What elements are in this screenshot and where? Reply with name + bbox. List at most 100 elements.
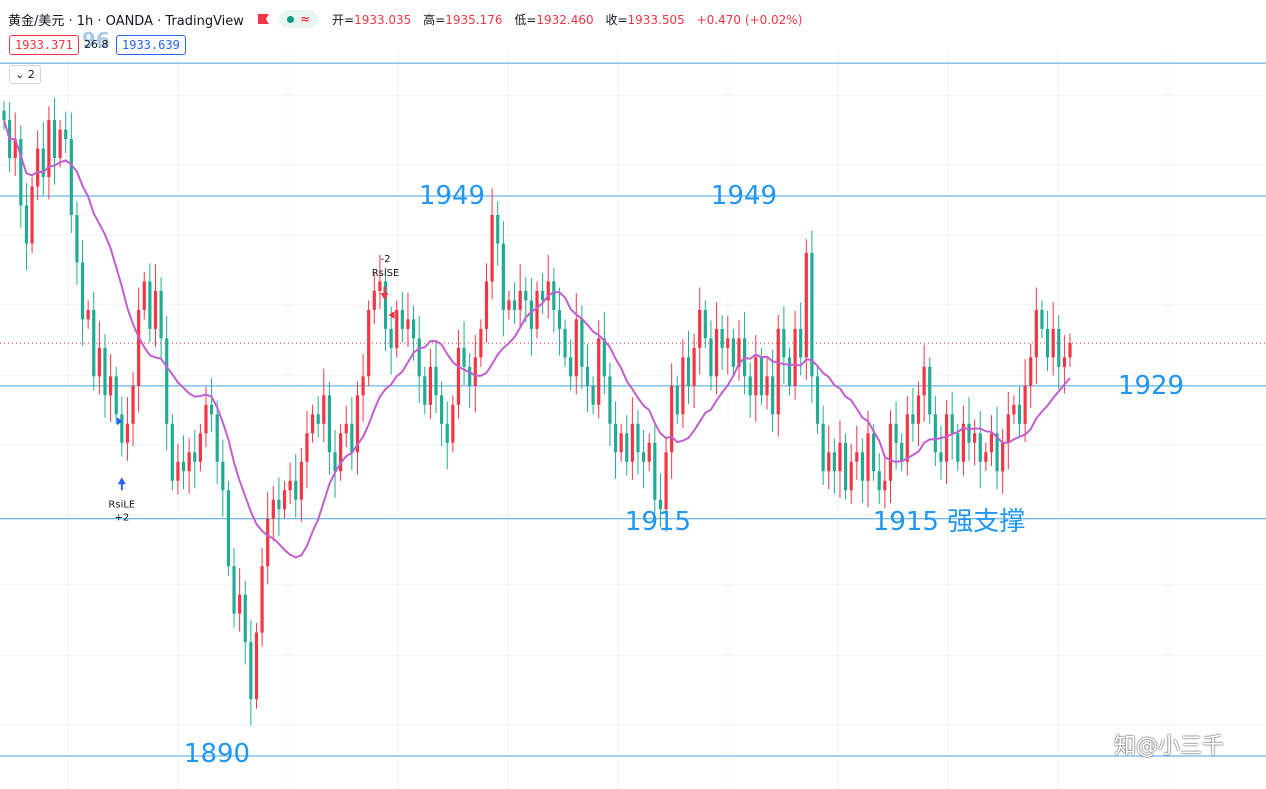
candle-body bbox=[765, 376, 769, 396]
signal-buy[interactable]: RsiLE +2 bbox=[108, 417, 135, 523]
candle bbox=[905, 396, 909, 476]
candle-body bbox=[423, 376, 427, 405]
low-label: 低= bbox=[514, 12, 537, 27]
candle bbox=[692, 334, 696, 409]
candle-body bbox=[787, 357, 792, 386]
candle-body bbox=[529, 300, 533, 329]
candle-body bbox=[653, 442, 657, 500]
candle-body bbox=[24, 205, 29, 244]
candle bbox=[866, 410, 870, 508]
candle-body bbox=[344, 423, 348, 434]
candle bbox=[877, 453, 881, 504]
open-label: 开= bbox=[332, 12, 355, 27]
candle bbox=[24, 183, 29, 271]
candle-body bbox=[950, 414, 954, 434]
candle bbox=[1045, 310, 1050, 372]
candle bbox=[2, 101, 6, 130]
candle bbox=[569, 339, 573, 391]
candle-body bbox=[395, 309, 399, 348]
candle bbox=[170, 414, 174, 491]
candle-body bbox=[782, 328, 786, 358]
candle-body bbox=[428, 366, 432, 405]
candle-body bbox=[843, 442, 848, 491]
candle-body bbox=[294, 480, 298, 500]
arrow-up-icon bbox=[117, 477, 126, 491]
candle-body bbox=[176, 461, 180, 481]
candle bbox=[36, 130, 40, 201]
candle bbox=[720, 315, 724, 371]
candle bbox=[978, 410, 982, 489]
low-value: 1932.460 bbox=[536, 12, 594, 27]
candle-body bbox=[1040, 309, 1044, 329]
candle bbox=[198, 423, 202, 472]
candle-body bbox=[411, 319, 416, 339]
candle-body bbox=[277, 499, 281, 510]
sell-button[interactable]: 1933.371 bbox=[9, 35, 79, 55]
candle bbox=[226, 480, 231, 576]
candle bbox=[322, 368, 326, 442]
candle bbox=[114, 366, 118, 424]
candle-body bbox=[473, 357, 477, 386]
candle-body bbox=[569, 357, 573, 377]
candle-body bbox=[877, 471, 881, 491]
candle bbox=[339, 423, 343, 481]
candle-body bbox=[557, 309, 562, 329]
candle-body bbox=[832, 452, 836, 472]
candle-body bbox=[170, 423, 174, 481]
candle-body bbox=[198, 433, 202, 462]
candle bbox=[271, 485, 275, 542]
candle bbox=[619, 423, 623, 462]
candle-body bbox=[69, 139, 73, 215]
candle-body bbox=[608, 376, 612, 424]
candle bbox=[681, 339, 685, 429]
candle bbox=[642, 429, 646, 489]
candle-body bbox=[479, 328, 483, 358]
candle bbox=[1068, 333, 1072, 367]
candle-body bbox=[731, 338, 735, 367]
candle bbox=[64, 111, 68, 153]
candle-body bbox=[905, 414, 909, 462]
chevron-down-icon: ⌄ bbox=[15, 68, 25, 81]
market-status-pill[interactable]: ≈ bbox=[278, 10, 318, 28]
candle-body bbox=[675, 385, 679, 415]
candle bbox=[103, 334, 107, 418]
candle bbox=[507, 290, 511, 320]
candle-body bbox=[131, 385, 135, 424]
strategy-signals: RsiLE +2 -2 RsiSE bbox=[108, 254, 399, 523]
candle bbox=[591, 376, 595, 415]
candle-body bbox=[956, 433, 960, 462]
candle-body bbox=[142, 281, 146, 310]
ohlc-readout: 开=1933.035 高=1935.176 低=1932.460 收=1933.… bbox=[332, 11, 802, 28]
candle bbox=[512, 282, 517, 324]
candle-body bbox=[288, 480, 292, 491]
candle-body bbox=[64, 129, 68, 140]
candle-body bbox=[339, 433, 343, 472]
candle bbox=[344, 405, 348, 448]
candle bbox=[327, 381, 332, 475]
candle bbox=[731, 328, 735, 377]
candle-body bbox=[249, 642, 253, 700]
candle-body bbox=[406, 319, 410, 329]
candle bbox=[765, 358, 769, 410]
candle bbox=[159, 277, 163, 361]
level-label: 1929 bbox=[1118, 371, 1184, 401]
candle bbox=[131, 372, 135, 447]
candle-body bbox=[19, 139, 23, 206]
candle bbox=[950, 392, 954, 460]
candle bbox=[1040, 300, 1044, 339]
candle-body bbox=[585, 366, 590, 386]
candle bbox=[288, 462, 292, 504]
signal-sell[interactable]: -2 RsiSE bbox=[372, 254, 400, 319]
candle-body bbox=[1001, 442, 1005, 472]
candle-body bbox=[535, 290, 539, 329]
candle bbox=[238, 568, 242, 632]
flag-icon[interactable] bbox=[257, 14, 269, 24]
buy-button[interactable]: 1933.639 bbox=[116, 35, 186, 55]
candle bbox=[625, 415, 629, 476]
indicator-toggle-button[interactable]: ⌄ 2 bbox=[9, 65, 41, 84]
symbol-title[interactable]: 黄金/美元 · 1h · OANDA · TradingView bbox=[8, 13, 244, 29]
candle-body bbox=[350, 423, 354, 453]
candle bbox=[900, 433, 904, 472]
candle bbox=[395, 300, 399, 358]
